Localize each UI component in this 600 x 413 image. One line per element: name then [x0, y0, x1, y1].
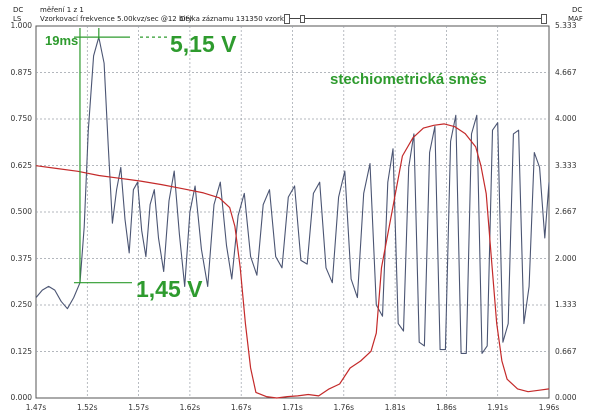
maf-sensor-trace: [35, 123, 550, 399]
y-left-tick-label: 0.875: [10, 67, 32, 77]
x-tick-label: 1.86s: [436, 403, 457, 412]
left-axis-unit-dc: DC: [13, 6, 24, 14]
annotation-markers: [73, 28, 168, 284]
y-right-tick-label: 5.333: [555, 21, 577, 30]
y-left-tick-label: 0.750: [10, 114, 32, 123]
y-left-tick-label: 0.500: [10, 207, 32, 216]
x-tick-label: 1.57s: [128, 403, 149, 412]
time-span-label: 19ms: [45, 33, 79, 48]
y-right-tick-label: 2.667: [555, 207, 577, 216]
y-left-tick-label: 0.125: [10, 346, 32, 356]
low-voltage-label: 1,45 V: [136, 276, 203, 302]
measurement-counter: měření 1 z 1: [40, 6, 84, 14]
y-left-tick-label: 0.375: [10, 253, 32, 263]
y-left-tick-label: 0.625: [10, 160, 32, 170]
y-left-tick-label: 0.000: [10, 393, 32, 402]
scrollbar-marker[interactable]: [300, 15, 305, 23]
traces: [35, 36, 550, 399]
x-tick-label: 1.71s: [282, 403, 303, 412]
grid: [36, 26, 549, 398]
stoichiometric-mixture-label: stechiometrická směs: [330, 71, 487, 88]
lambda-sensor-trace: [35, 36, 550, 354]
record-length-text: Délka záznamu 131350 vzorků: [180, 15, 289, 23]
y-left-tick-label: 1.000: [10, 21, 32, 30]
x-tick-label: 1.47s: [25, 403, 47, 412]
x-tick-label: 1.91s: [487, 403, 508, 412]
y-right-tick-label: 4.667: [555, 67, 577, 77]
x-tick-label: 1.62s: [179, 403, 201, 412]
y-right-tick-label: 0.667: [555, 346, 577, 356]
record-scrollbar[interactable]: [284, 18, 546, 19]
y-right-tick-label: 0.000: [555, 393, 577, 402]
scrollbar-right-handle[interactable]: [541, 14, 547, 24]
scrollbar-left-handle[interactable]: [284, 14, 290, 24]
left-axis-unit-ls: LS: [13, 15, 22, 23]
y-right-tick-label: 2.000: [555, 253, 577, 263]
right-axis-unit-dc: DC: [572, 6, 583, 14]
y-right-tick-label: 4.000: [555, 114, 577, 123]
y-left-tick-label: 0.250: [10, 300, 32, 309]
x-tick-label: 1.81s: [384, 403, 406, 412]
right-axis-unit-maf: MAF: [568, 15, 583, 23]
x-tick-label: 1.76s: [333, 403, 355, 412]
peak-voltage-label: 5,15 V: [170, 31, 237, 57]
x-tick-label: 1.67s: [230, 403, 252, 412]
y-right-tick-label: 3.333: [555, 160, 577, 170]
sampling-rate-text: Vzorkovací frekvence 5.00kvz/sec @12 bit…: [40, 15, 193, 23]
x-tick-label: 1.96s: [538, 403, 560, 412]
x-tick-label: 1.52s: [76, 403, 98, 412]
y-right-tick-label: 1.333: [555, 300, 577, 309]
